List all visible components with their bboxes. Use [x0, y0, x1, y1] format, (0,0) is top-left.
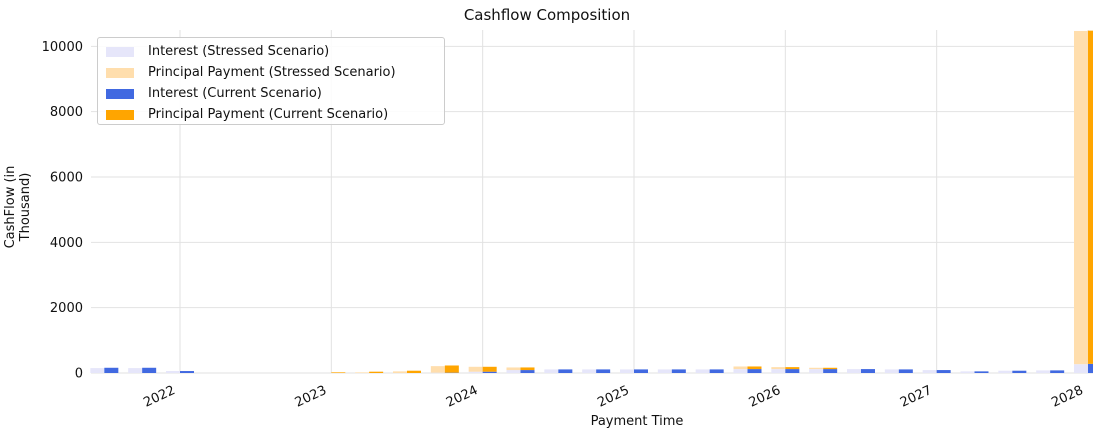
bar-principal-payment-stressed-scenario: [771, 367, 786, 370]
y-tick-label: 8000: [50, 105, 83, 120]
bar-principal-payment-stressed-scenario: [809, 367, 824, 370]
bar-principal-payment-stressed-scenario: [506, 367, 521, 371]
legend-swatch: [106, 46, 134, 57]
legend-item-principal-stressed: Principal Payment (Stressed Scenario): [106, 62, 436, 83]
bar-interest-current-scenario: [936, 370, 951, 373]
bar-interest-current-scenario: [1050, 370, 1065, 373]
bar-interest-stressed-scenario: [884, 369, 899, 373]
legend: Interest (Stressed Scenario) Principal P…: [97, 37, 445, 125]
bar-principal-payment-current-scenario: [407, 370, 421, 373]
y-axis-label: CashFlow (in Thousand): [3, 165, 33, 249]
bar-interest-stressed-scenario: [1036, 370, 1051, 373]
x-tick-label: 2024: [444, 383, 480, 411]
bar-principal-payment-current-scenario: [482, 366, 497, 372]
bar-principal-payment-stressed-scenario: [733, 366, 748, 370]
bar-interest-current-scenario: [898, 369, 913, 373]
bar-interest-current-scenario: [1012, 370, 1027, 373]
bar-interest-current-scenario: [709, 369, 724, 373]
bar-interest-stressed-scenario: [695, 369, 710, 373]
bar-principal-payment-stressed-scenario: [355, 372, 370, 373]
bar-interest-current-scenario: [482, 371, 497, 373]
bar-principal-payment-current-scenario: [1088, 30, 1093, 364]
legend-item-principal-current: Principal Payment (Current Scenario): [106, 104, 436, 125]
bar-interest-current-scenario: [104, 367, 119, 373]
bar-principal-payment-current-scenario: [823, 367, 838, 370]
bar-interest-stressed-scenario: [544, 369, 559, 373]
y-tick-label: 6000: [50, 171, 83, 186]
chart-title: Cashflow Composition: [463, 6, 631, 24]
bar-interest-stressed-scenario: [922, 370, 937, 373]
bar-interest-stressed-scenario: [733, 369, 748, 373]
y-tick-label: 2000: [50, 301, 83, 316]
bar-interest-stressed-scenario: [506, 370, 521, 373]
bar-interest-stressed-scenario: [771, 369, 786, 373]
bar-principal-payment-current-scenario: [444, 365, 459, 373]
y-tick-label: 0: [75, 367, 83, 382]
bar-interest-stressed-scenario: [128, 368, 143, 373]
bar-interest-stressed-scenario: [847, 369, 861, 373]
x-tick-label: 2026: [747, 383, 783, 411]
bar-interest-current-scenario: [974, 371, 989, 373]
legend-swatch: [106, 109, 134, 120]
x-tick-label: 2022: [141, 383, 177, 411]
bar-principal-payment-stressed-scenario: [430, 366, 445, 373]
bar-interest-current-scenario: [785, 369, 800, 373]
legend-item-interest-stressed: Interest (Stressed Scenario): [106, 41, 436, 62]
legend-label: Interest (Current Scenario): [148, 86, 322, 101]
bar-interest-stressed-scenario: [468, 371, 483, 373]
bar-principal-payment-current-scenario: [331, 372, 346, 373]
bar-principal-payment-current-scenario: [369, 371, 384, 373]
bar-interest-current-scenario: [596, 369, 611, 373]
legend-label: Principal Payment (Stressed Scenario): [148, 65, 396, 80]
bar-principal-payment-stressed-scenario: [393, 371, 407, 373]
bar-interest-stressed-scenario: [1074, 364, 1088, 373]
x-tick-label: 2023: [293, 383, 329, 411]
legend-swatch: [106, 67, 134, 78]
bar-interest-stressed-scenario: [620, 369, 634, 373]
bar-interest-current-scenario: [861, 369, 875, 373]
bar-interest-current-scenario: [520, 370, 535, 373]
bar-interest-stressed-scenario: [582, 369, 597, 373]
x-tick-label: 2028: [1049, 383, 1085, 411]
x-tick-label: 2025: [595, 383, 631, 411]
bar-interest-current-scenario: [142, 367, 157, 373]
bar-interest-current-scenario: [671, 369, 686, 373]
bar-interest-stressed-scenario: [960, 371, 975, 373]
bar-interest-current-scenario: [558, 369, 573, 373]
bar-principal-payment-current-scenario: [785, 367, 800, 370]
bar-interest-current-scenario: [823, 369, 838, 373]
x-axis-label: Payment Time: [590, 414, 684, 429]
legend-label: Principal Payment (Current Scenario): [148, 107, 389, 122]
y-axis-ticks: 0 2000 4000 6000 8000 10000: [42, 40, 83, 382]
bar-interest-stressed-scenario: [657, 369, 672, 373]
bar-interest-stressed-scenario: [166, 371, 180, 373]
y-tick-label: 4000: [50, 236, 83, 251]
y-tick-label: 10000: [42, 40, 83, 55]
x-tick-label: 2027: [898, 383, 934, 411]
legend-item-interest-current: Interest (Current Scenario): [106, 83, 436, 104]
bar-principal-payment-current-scenario: [747, 366, 762, 370]
bar-principal-payment-current-scenario: [520, 367, 535, 371]
bars: [90, 30, 1093, 373]
bar-interest-stressed-scenario: [90, 368, 105, 373]
bar-interest-current-scenario: [180, 371, 194, 373]
bar-principal-payment-stressed-scenario: [468, 366, 483, 372]
legend-swatch: [106, 88, 134, 99]
bar-principal-payment-stressed-scenario: [1074, 30, 1088, 365]
bar-interest-stressed-scenario: [998, 370, 1013, 373]
bar-interest-current-scenario: [747, 369, 762, 373]
x-axis-ticks: 2022 2023 2024 2025 2026 2027 2028: [141, 383, 1085, 411]
legend-label: Interest (Stressed Scenario): [148, 44, 330, 59]
bar-interest-stressed-scenario: [809, 369, 824, 373]
bar-interest-current-scenario: [634, 369, 648, 373]
bar-interest-current-scenario: [1088, 363, 1093, 373]
